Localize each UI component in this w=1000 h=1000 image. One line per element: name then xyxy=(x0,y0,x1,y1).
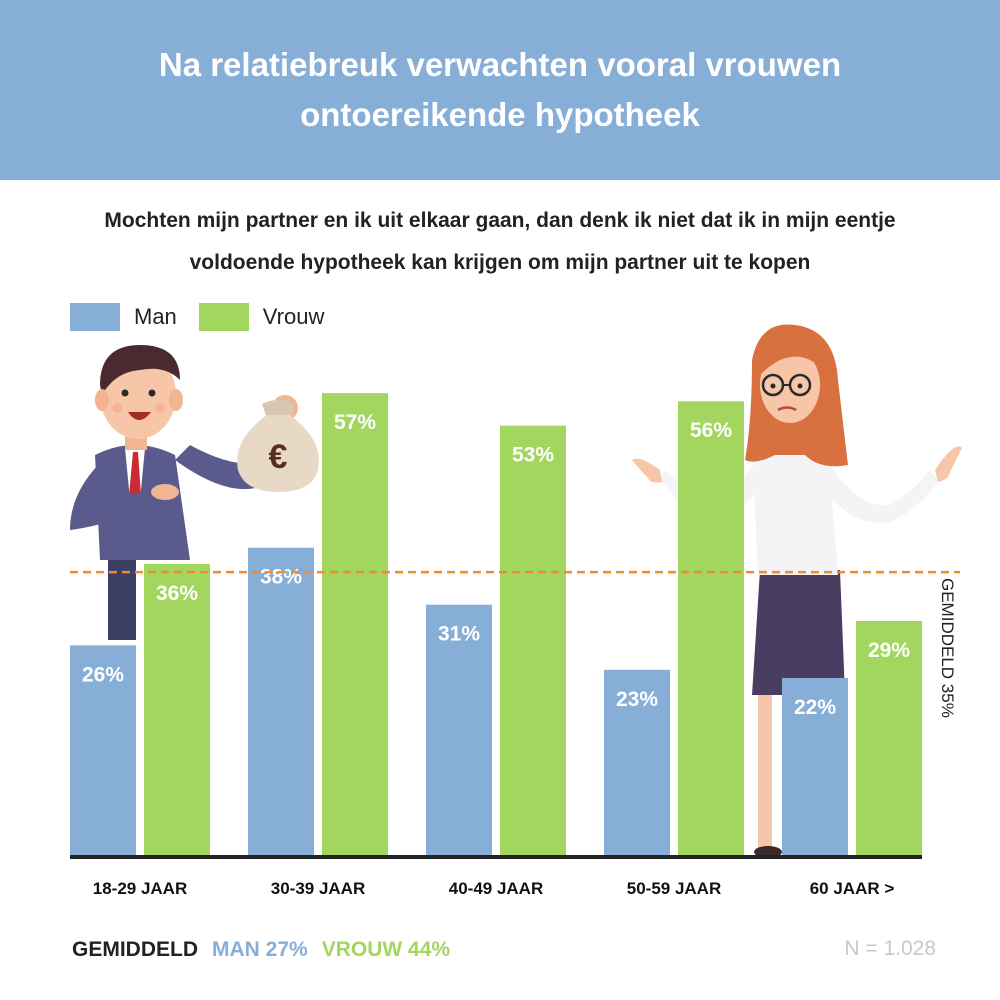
bar-label-vrouw-2: 53% xyxy=(512,444,554,467)
legend-swatch-vrouw xyxy=(198,303,249,331)
bar-label-man-3: 23% xyxy=(616,688,658,711)
category-label-1: 30-39 JAAR xyxy=(271,879,366,898)
labels-layer: 26% 36% 18-29 JAAR 38% 57% 30-39 JAAR 31% 53% 40… xyxy=(70,411,960,898)
businesswoman-illustration xyxy=(632,324,962,858)
bar-label-man-4: 22% xyxy=(794,696,836,719)
bar-vrouw-0 xyxy=(144,564,210,857)
bar-man-1 xyxy=(248,547,314,857)
category-label-0: 18-29 JAAR xyxy=(93,879,188,898)
legend-item-man: Man xyxy=(70,303,177,331)
bar-man-2 xyxy=(426,604,492,857)
bar-label-vrouw-1: 57% xyxy=(334,411,376,434)
bar-man-0 xyxy=(70,645,136,857)
bar-label-man-0: 26% xyxy=(82,663,124,686)
average-footer-man: MAN 27% xyxy=(212,938,308,961)
page-title: Na relatiebreuk verwachten vooral vrouwe… xyxy=(158,46,842,133)
category-label-2: 40-49 JAAR xyxy=(449,879,544,898)
header-banner: Na relatiebreuk verwachten vooral vrouwe… xyxy=(0,0,1000,180)
average-footer-vrouw: VROUW 44% xyxy=(321,938,451,961)
bar-vrouw-2 xyxy=(500,425,566,857)
bar-vrouw-1 xyxy=(322,393,388,857)
category-label-4: 60 JAAR > xyxy=(810,879,895,898)
legend: Man Vrouw xyxy=(70,302,346,332)
bar-man-4 xyxy=(782,677,848,857)
euro-sign-icon: € xyxy=(269,438,288,476)
legend-label-vrouw: Vrouw xyxy=(262,304,325,329)
bar-man-3 xyxy=(604,669,670,857)
bar-label-man-1: 38% xyxy=(260,566,302,589)
sample-size: N = 1.028 xyxy=(844,937,936,960)
average-footer-prefix: GEMIDDELD xyxy=(72,938,198,961)
legend-swatch-man xyxy=(70,303,120,331)
bar-label-vrouw-0: 36% xyxy=(156,582,198,605)
bar-label-vrouw-3: 56% xyxy=(690,419,732,442)
money-bag-illustration: € xyxy=(237,395,319,492)
bars-layer xyxy=(70,393,922,857)
legend-item-vrouw: Vrouw xyxy=(198,303,325,331)
chart-subtitle: Mochten mijn partner en ik uit elkaar ga… xyxy=(104,209,896,274)
bar-vrouw-3 xyxy=(678,401,744,857)
bar-vrouw-4 xyxy=(856,620,922,857)
average-reference-label: GEMIDDELD 35% xyxy=(938,578,957,718)
average-footer: GEMIDDELD MAN 27% VROUW 44% xyxy=(72,938,464,962)
bar-label-man-2: 31% xyxy=(438,623,480,646)
bar-label-vrouw-4: 29% xyxy=(868,639,910,662)
category-label-3: 50-59 JAAR xyxy=(627,879,722,898)
legend-label-man: Man xyxy=(134,304,177,329)
